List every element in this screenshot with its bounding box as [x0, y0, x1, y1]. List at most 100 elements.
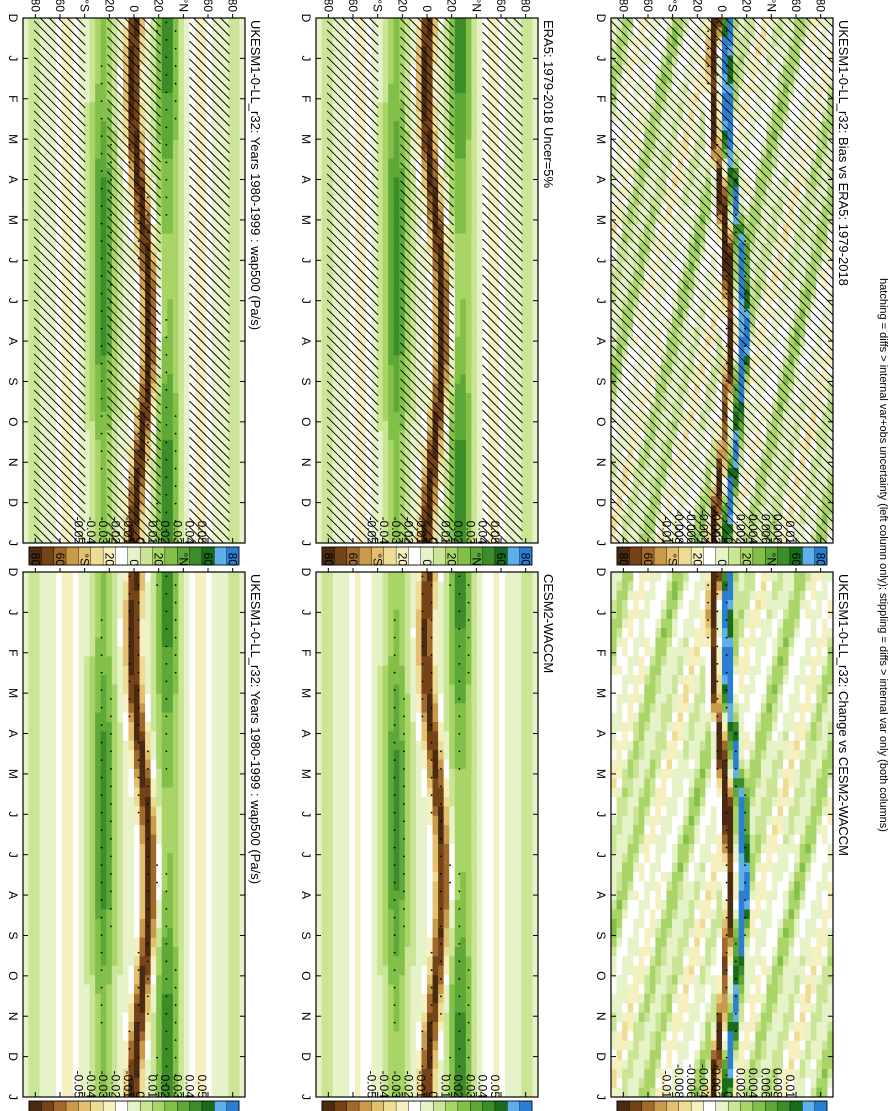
heatmap-cell: [67, 346, 73, 356]
heatmap-cell: [28, 919, 34, 929]
heatmap-cell: [84, 374, 90, 384]
heatmap-cell: [45, 1003, 51, 1013]
heatmap-cell: [178, 215, 184, 225]
heatmap-cell: [73, 985, 79, 995]
heatmap-cell: [61, 168, 67, 178]
heatmap-cell: [78, 750, 84, 760]
heatmap-cell: [145, 356, 151, 366]
heatmap-cell: [161, 384, 167, 394]
heatmap-cell: [234, 647, 240, 657]
heatmap-cell: [184, 459, 190, 469]
heatmap-cell: [28, 234, 34, 244]
heatmap-cell: [161, 581, 167, 591]
heatmap-cell: [89, 835, 95, 845]
heatmap-cell: [234, 675, 240, 685]
heatmap-cell: [95, 722, 101, 732]
heatmap-cell: [222, 600, 228, 610]
heatmap-cell: [78, 572, 84, 582]
heatmap-cell: [61, 938, 67, 948]
heatmap-cell: [195, 863, 201, 873]
heatmap-cell: [61, 638, 67, 648]
heatmap-cell: [123, 797, 129, 807]
heatmap-cell: [228, 891, 234, 901]
heatmap-cell: [89, 327, 95, 337]
heatmap-cell: [167, 600, 173, 610]
heatmap-cell: [172, 384, 178, 394]
heatmap-cell: [145, 177, 151, 187]
heatmap-cell: [145, 666, 151, 676]
heatmap-cell: [217, 750, 223, 760]
heatmap-cell: [184, 18, 190, 28]
heatmap-cell: [200, 919, 206, 929]
heatmap-cell: [134, 835, 140, 845]
heatmap-cell: [78, 853, 84, 863]
heatmap-cell: [56, 713, 62, 723]
heatmap-cell: [228, 46, 234, 56]
stipple-dot: [147, 856, 149, 858]
heatmap-cell: [211, 760, 217, 770]
heatmap-cell: [206, 1003, 212, 1013]
heatmap-cell: [100, 384, 106, 394]
heatmap-cell: [167, 37, 173, 47]
heatmap-cell: [111, 1031, 117, 1041]
heatmap-cell: [134, 731, 140, 741]
heatmap-cell: [111, 685, 117, 695]
heatmap-cell: [150, 863, 156, 873]
heatmap-cell: [211, 1060, 217, 1070]
heatmap-cell: [61, 384, 67, 394]
heatmap-cell: [28, 18, 34, 28]
heatmap-cell: [139, 769, 145, 779]
heatmap-cell: [178, 647, 184, 657]
heatmap-cell: [206, 647, 212, 657]
heatmap-cell: [189, 1022, 195, 1032]
heatmap-cell: [50, 816, 56, 826]
stipple-dot: [138, 654, 140, 656]
heatmap-cell: [89, 1013, 95, 1023]
heatmap-cell: [211, 656, 217, 666]
heatmap-cell: [45, 1069, 51, 1079]
heatmap-cell: [84, 656, 90, 666]
heatmap-cell: [172, 318, 178, 328]
heatmap-cell: [84, 506, 90, 516]
heatmap-cell: [95, 1013, 101, 1023]
heatmap-cell: [156, 1041, 162, 1051]
heatmap-cell: [78, 844, 84, 854]
heatmap-cell: [139, 816, 145, 826]
heatmap-cell: [67, 872, 73, 882]
heatmap-cell: [95, 694, 101, 704]
heatmap-cell: [217, 666, 223, 676]
heatmap-cell: [178, 356, 184, 366]
heatmap-cell: [172, 975, 178, 985]
heatmap-cell: [45, 975, 51, 985]
heatmap-cell: [67, 121, 73, 131]
heatmap-cell: [189, 844, 195, 854]
heatmap-cell: [28, 628, 34, 638]
heatmap-cell: [134, 84, 140, 94]
heatmap-cell: [184, 741, 190, 751]
heatmap-cell: [161, 112, 167, 122]
heatmap-cell: [195, 675, 201, 685]
heatmap-cell: [123, 252, 129, 262]
heatmap-cell: [28, 1022, 34, 1032]
heatmap-cell: [189, 647, 195, 657]
heatmap-cell: [172, 290, 178, 300]
heatmap-cell: [167, 149, 173, 159]
heatmap-cell: [178, 713, 184, 723]
heatmap-cell: [228, 985, 234, 995]
heatmap-cell: [184, 938, 190, 948]
heatmap-cell: [39, 1003, 45, 1013]
heatmap-cell: [172, 703, 178, 713]
heatmap-cell: [89, 900, 95, 910]
heatmap-cell: [156, 835, 162, 845]
heatmap-cell: [100, 346, 106, 356]
stipple-dot: [147, 768, 149, 770]
heatmap-cell: [234, 1060, 240, 1070]
heatmap-cell: [111, 1022, 117, 1032]
heatmap-cell: [78, 778, 84, 788]
heatmap-cell: [239, 731, 245, 741]
heatmap-cell: [228, 956, 234, 966]
heatmap-cell: [206, 881, 212, 891]
heatmap-cell: [84, 919, 90, 929]
heatmap-cell: [189, 1031, 195, 1041]
heatmap-cell: [95, 741, 101, 751]
